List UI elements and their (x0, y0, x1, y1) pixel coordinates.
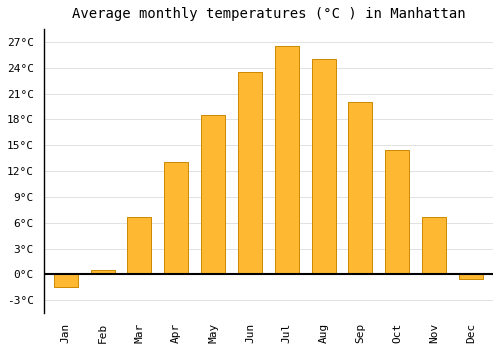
Bar (422, 217, 446, 274)
Bar (164, 162, 188, 274)
Bar (312, 59, 336, 274)
Bar (238, 72, 262, 274)
Title: Average monthly temperatures (°C ) in Manhattan: Average monthly temperatures (°C ) in Ma… (72, 7, 465, 21)
Bar (459, 274, 483, 279)
Bar (128, 217, 152, 274)
Bar (348, 102, 372, 274)
Bar (201, 115, 225, 274)
Bar (90, 270, 114, 274)
Bar (386, 149, 409, 274)
Bar (275, 46, 299, 274)
Bar (54, 274, 78, 287)
